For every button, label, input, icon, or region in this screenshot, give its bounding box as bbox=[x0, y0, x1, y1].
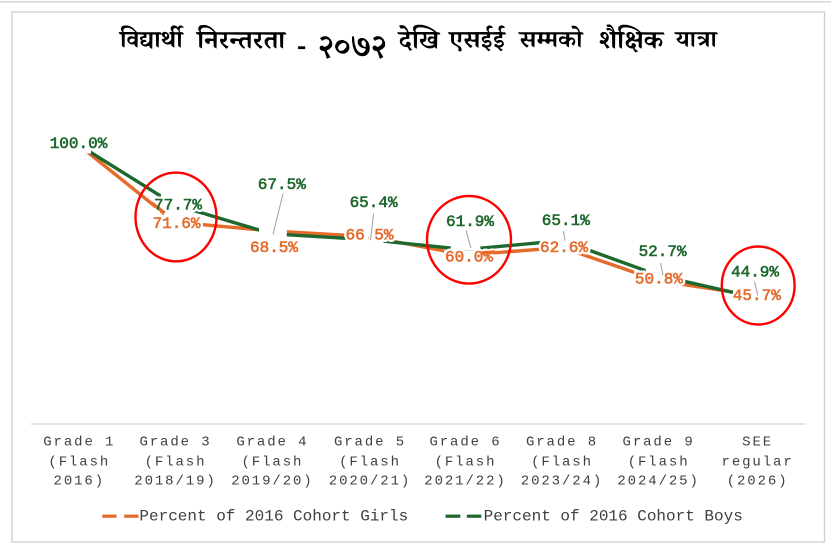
svg-text:Grade 1: Grade 1 bbox=[43, 435, 115, 451]
svg-text:(Flash: (Flash bbox=[241, 454, 303, 470]
svg-text:Grade 3: Grade 3 bbox=[139, 435, 211, 451]
svg-text:2020/21): 2020/21) bbox=[329, 473, 411, 489]
svg-text:65.4%: 65.4% bbox=[350, 194, 398, 212]
svg-text:(Flash: (Flash bbox=[339, 454, 401, 470]
svg-text:SEE: SEE bbox=[742, 435, 773, 451]
svg-text:77.7%: 77.7% bbox=[154, 197, 202, 215]
svg-text:61.9%: 61.9% bbox=[446, 213, 494, 231]
svg-text:65.1%: 65.1% bbox=[542, 212, 590, 230]
svg-text:2023/24): 2023/24) bbox=[521, 473, 603, 489]
svg-text:2016): 2016) bbox=[54, 473, 106, 489]
svg-text:68.5%: 68.5% bbox=[250, 239, 298, 257]
svg-text:2024/25): 2024/25) bbox=[617, 473, 699, 489]
svg-text:52.7%: 52.7% bbox=[639, 243, 687, 261]
svg-text:52.7%: 52.7% bbox=[639, 243, 687, 261]
svg-text:Grade 8: Grade 8 bbox=[526, 435, 598, 451]
svg-text:67.5%: 67.5% bbox=[258, 176, 306, 194]
svg-text:65.1%: 65.1% bbox=[542, 212, 590, 230]
svg-text:62.6%: 62.6% bbox=[540, 239, 588, 257]
svg-text:61.9%: 61.9% bbox=[446, 213, 494, 231]
svg-text:65.4%: 65.4% bbox=[350, 194, 398, 212]
svg-text:2018/19): 2018/19) bbox=[134, 473, 216, 489]
svg-text:45.7%: 45.7% bbox=[733, 287, 781, 305]
svg-text:(Flash: (Flash bbox=[628, 454, 690, 470]
svg-text:Percent of 2016 Cohort Girls: Percent of 2016 Cohort Girls bbox=[139, 508, 408, 526]
svg-text:Grade 4: Grade 4 bbox=[236, 435, 308, 451]
svg-text:50.8%: 50.8% bbox=[635, 271, 683, 289]
svg-text:44.9%: 44.9% bbox=[731, 264, 779, 282]
svg-text:44.9%: 44.9% bbox=[731, 264, 779, 282]
svg-text:100.0%: 100.0% bbox=[50, 135, 108, 153]
svg-text:Grade 9: Grade 9 bbox=[623, 435, 695, 451]
svg-text:(2026): (2026) bbox=[727, 473, 789, 489]
svg-text:Percent of 2016 Cohort Boys: Percent of 2016 Cohort Boys bbox=[484, 508, 743, 526]
svg-text:2019/20): 2019/20) bbox=[231, 473, 313, 489]
svg-text:71.6%: 71.6% bbox=[152, 215, 200, 233]
svg-text:(Flash: (Flash bbox=[531, 454, 593, 470]
svg-text:67.5%: 67.5% bbox=[258, 176, 306, 194]
svg-text:Grade 5: Grade 5 bbox=[334, 435, 406, 451]
svg-text:(Flash: (Flash bbox=[435, 454, 497, 470]
svg-text:Grade 6: Grade 6 bbox=[429, 435, 501, 451]
svg-text:(Flash: (Flash bbox=[145, 454, 207, 470]
svg-text:68.5%: 68.5% bbox=[250, 239, 298, 257]
svg-text:regular: regular bbox=[722, 454, 794, 470]
svg-text:2021/22): 2021/22) bbox=[424, 473, 506, 489]
svg-text:60.0%: 60.0% bbox=[445, 248, 493, 266]
svg-text:(Flash: (Flash bbox=[48, 454, 110, 470]
